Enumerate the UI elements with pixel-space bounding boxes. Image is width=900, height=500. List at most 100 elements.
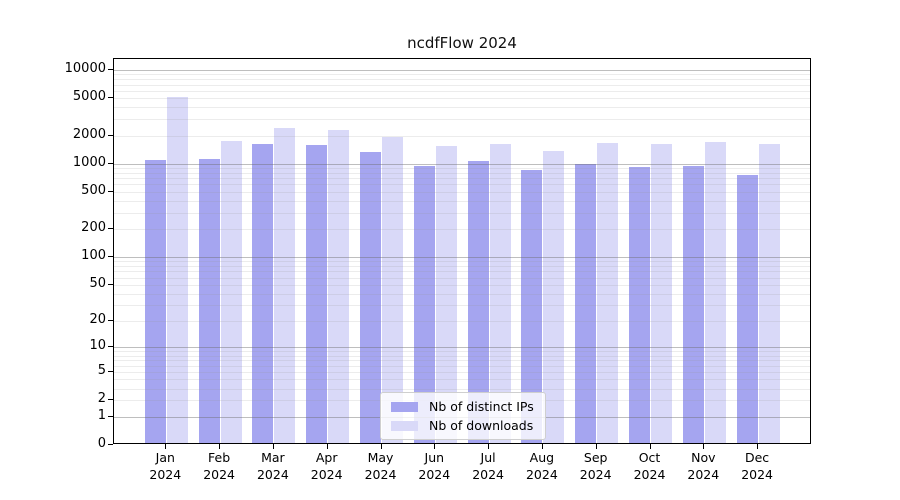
major-gridline-100 bbox=[114, 257, 810, 259]
y-tick-mark-5 bbox=[108, 371, 113, 373]
minor-gridline-5000 bbox=[114, 98, 810, 100]
bar-downloads-jan bbox=[166, 96, 188, 443]
bar-distinct-ips-jan bbox=[144, 160, 166, 443]
y-tick-label-20: 20 bbox=[89, 312, 106, 328]
y-tick-mark-10 bbox=[108, 346, 113, 348]
y-tick-mark-50 bbox=[108, 283, 113, 285]
bar-downloads-mar bbox=[274, 127, 296, 443]
bar-downloads-aug bbox=[543, 150, 565, 443]
minor-gridline-6000 bbox=[114, 90, 810, 92]
y-tick-label-5000: 5000 bbox=[72, 89, 106, 105]
minor-gridline-3000 bbox=[114, 119, 810, 120]
y-tick-label-10: 10 bbox=[89, 338, 106, 354]
x-tick-mark-dec bbox=[757, 444, 759, 449]
x-tick-label-may: May 2024 bbox=[364, 450, 397, 482]
minor-gridline-40 bbox=[114, 293, 810, 295]
y-tick-mark-10000 bbox=[108, 68, 113, 70]
x-tick-mark-sep bbox=[595, 444, 597, 449]
y-tick-mark-2000 bbox=[108, 134, 113, 136]
x-tick-label-nov: Nov 2024 bbox=[687, 450, 720, 482]
minor-gridline-400 bbox=[114, 200, 810, 202]
x-tick-mark-jun bbox=[434, 444, 436, 449]
bar-downloads-jun bbox=[435, 146, 457, 443]
x-tick-mark-nov bbox=[703, 444, 705, 449]
y-tick-mark-200 bbox=[108, 228, 113, 230]
major-gridline-10 bbox=[114, 347, 810, 349]
x-tick-mark-mar bbox=[272, 444, 274, 449]
bar-distinct-ips-may bbox=[360, 152, 381, 443]
minor-gridline-3 bbox=[114, 388, 810, 390]
bar-downloads-oct bbox=[651, 144, 672, 443]
y-tick-label-200: 200 bbox=[81, 220, 106, 236]
x-tick-mark-apr bbox=[326, 444, 328, 449]
minor-gridline-60 bbox=[114, 277, 810, 279]
bar-distinct-ips-sep bbox=[575, 164, 597, 443]
legend-swatch-downloads bbox=[391, 420, 418, 431]
bar-downloads-dec bbox=[758, 143, 780, 443]
x-tick-mark-jul bbox=[488, 444, 490, 449]
x-tick-mark-oct bbox=[649, 444, 651, 449]
x-tick-label-feb: Feb 2024 bbox=[203, 450, 235, 482]
minor-gridline-4 bbox=[114, 379, 810, 381]
minor-gridline-90 bbox=[114, 261, 810, 263]
x-tick-label-jan: Jan 2024 bbox=[149, 450, 182, 482]
bar-distinct-ips-apr bbox=[306, 144, 328, 443]
minor-gridline-70 bbox=[114, 271, 810, 273]
y-tick-label-10000: 10000 bbox=[64, 60, 106, 76]
bar-distinct-ips-oct bbox=[629, 166, 650, 443]
y-tick-mark-100 bbox=[108, 256, 113, 258]
minor-gridline-200 bbox=[114, 229, 810, 231]
minor-gridline-50 bbox=[114, 284, 810, 286]
bar-downloads-jul bbox=[489, 143, 511, 443]
minor-gridline-500 bbox=[114, 191, 810, 193]
y-tick-mark-5000 bbox=[108, 97, 113, 99]
minor-gridline-80 bbox=[114, 266, 810, 268]
bar-downloads-may bbox=[382, 136, 403, 443]
legend: Nb of distinct IPs Nb of downloads bbox=[380, 392, 546, 440]
minor-gridline-6 bbox=[114, 365, 810, 367]
plot-area bbox=[113, 58, 811, 444]
minor-gridline-800 bbox=[114, 172, 810, 174]
y-tick-label-5: 5 bbox=[97, 363, 106, 379]
x-tick-label-jun: Jun 2024 bbox=[418, 450, 451, 482]
x-tick-mark-feb bbox=[219, 444, 221, 449]
bar-distinct-ips-aug bbox=[521, 170, 543, 443]
minor-gridline-8000 bbox=[114, 79, 810, 81]
minor-gridline-20 bbox=[114, 321, 810, 323]
bar-downloads-nov bbox=[704, 142, 726, 443]
legend-item-downloads: Nb of downloads bbox=[391, 418, 534, 433]
x-tick-mark-may bbox=[380, 444, 382, 449]
y-tick-mark-0 bbox=[108, 444, 113, 445]
y-tick-mark-2 bbox=[108, 399, 113, 401]
minor-gridline-9 bbox=[114, 351, 810, 353]
x-tick-label-aug: Aug 2024 bbox=[525, 450, 558, 482]
y-tick-label-0: 0 bbox=[97, 436, 106, 451]
y-tick-label-100: 100 bbox=[81, 248, 106, 264]
y-tick-label-500: 500 bbox=[81, 182, 106, 198]
legend-swatch-distinct-ips bbox=[391, 401, 418, 412]
bar-distinct-ips-nov bbox=[682, 165, 704, 443]
legend-label-downloads: Nb of downloads bbox=[429, 418, 534, 433]
x-tick-mark-aug bbox=[541, 444, 543, 449]
legend-label-distinct-ips: Nb of distinct IPs bbox=[429, 399, 534, 414]
minor-gridline-5 bbox=[114, 372, 810, 374]
minor-gridline-7000 bbox=[114, 84, 810, 86]
minor-gridline-2000 bbox=[114, 135, 810, 137]
minor-gridline-7 bbox=[114, 360, 810, 362]
y-tick-mark-20 bbox=[108, 320, 113, 322]
y-tick-mark-1000 bbox=[108, 162, 113, 164]
minor-gridline-600 bbox=[114, 184, 810, 186]
x-tick-label-jul: Jul 2024 bbox=[472, 450, 504, 482]
major-gridline-1000 bbox=[114, 163, 810, 165]
x-tick-label-apr: Apr 2024 bbox=[310, 450, 343, 482]
y-tick-mark-500 bbox=[108, 190, 113, 192]
legend-item-distinct-ips: Nb of distinct IPs bbox=[391, 399, 534, 414]
y-tick-label-2000: 2000 bbox=[72, 126, 106, 142]
minor-gridline-9000 bbox=[114, 74, 810, 76]
minor-gridline-30 bbox=[114, 305, 810, 307]
minor-gridline-8 bbox=[114, 355, 810, 357]
y-tick-label-1: 1 bbox=[97, 407, 106, 423]
bar-downloads-sep bbox=[597, 142, 619, 443]
x-tick-label-oct: Oct 2024 bbox=[633, 450, 666, 482]
